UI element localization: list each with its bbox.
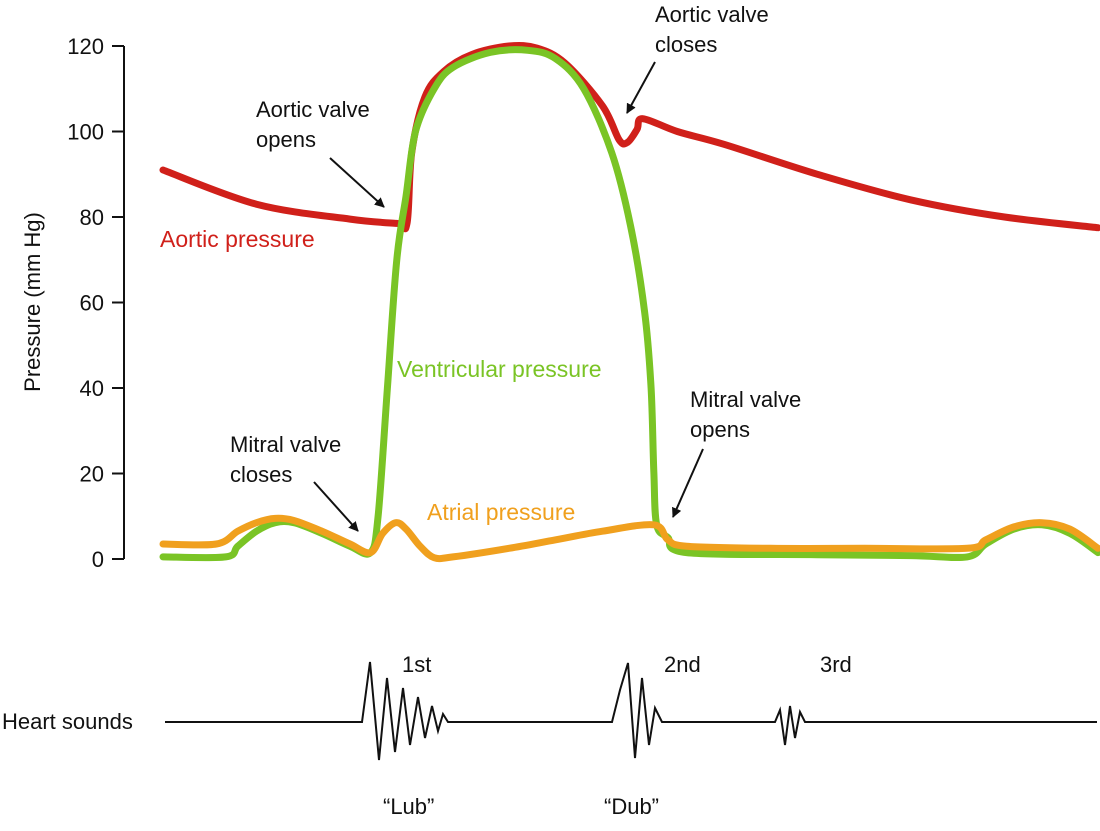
y-axis: 0 20 40 60 80 100 120: [67, 34, 125, 572]
annotation-aortic-valve-closes-line1: Aortic valve: [655, 2, 769, 27]
annotation-mitral-valve-closes: Mitral valve closes: [230, 432, 359, 532]
arrow-aortic-valve-closes: [626, 61, 656, 114]
heart-sounds-waveform: [165, 661, 1097, 761]
y-tick-label-120: 120: [67, 34, 104, 59]
arrow-mitral-valve-closes: [313, 481, 359, 532]
y-tick-label-100: 100: [67, 120, 104, 145]
y-tick-label-80: 80: [80, 205, 104, 230]
series-line-ventricular-pressure: [159, 46, 1100, 562]
heart-sounds-label: Heart sounds: [2, 709, 133, 734]
annotation-mitral-valve-closes-line1: Mitral valve: [230, 432, 341, 457]
series-line-atrial-pressure: [159, 514, 1100, 563]
y-tick-label-40: 40: [80, 376, 104, 401]
annotation-mitral-valve-opens-line2: opens: [690, 417, 750, 442]
annotation-aortic-valve-opens: Aortic valve opens: [256, 97, 385, 208]
series-label-ventricular-pressure: Ventricular pressure: [397, 356, 602, 382]
y-tick-label-0: 0: [92, 547, 104, 572]
annotation-aortic-valve-closes-line2: closes: [655, 32, 717, 57]
heart-sound-label-1st: 1st: [402, 652, 431, 677]
series-label-aortic-pressure: Aortic pressure: [160, 226, 315, 252]
arrow-mitral-valve-opens: [672, 448, 704, 518]
annotation-aortic-valve-opens-line1: Aortic valve: [256, 97, 370, 122]
heart-sounds-trace: Heart sounds 1st 2nd 3rd “Lub” “Dub”: [2, 652, 1097, 819]
heart-sound-syllable-dub: “Dub”: [604, 794, 659, 819]
annotation-aortic-valve-opens-line2: opens: [256, 127, 316, 152]
y-tick-label-60: 60: [80, 291, 104, 316]
series-label-atrial-pressure: Atrial pressure: [427, 499, 575, 525]
annotation-mitral-valve-opens-line1: Mitral valve: [690, 387, 801, 412]
y-tick-label-20: 20: [80, 462, 104, 487]
series-group: [159, 41, 1100, 563]
annotation-aortic-valve-closes: Aortic valve closes: [626, 2, 769, 114]
heart-sound-label-3rd: 3rd: [820, 652, 852, 677]
heart-sound-label-2nd: 2nd: [664, 652, 701, 677]
annotation-mitral-valve-closes-line2: closes: [230, 462, 292, 487]
annotation-mitral-valve-opens: Mitral valve opens: [672, 387, 801, 518]
arrow-aortic-valve-opens: [329, 157, 385, 208]
heart-sound-syllable-lub: “Lub”: [383, 794, 434, 819]
y-axis-title: Pressure (mm Hg): [20, 212, 45, 392]
